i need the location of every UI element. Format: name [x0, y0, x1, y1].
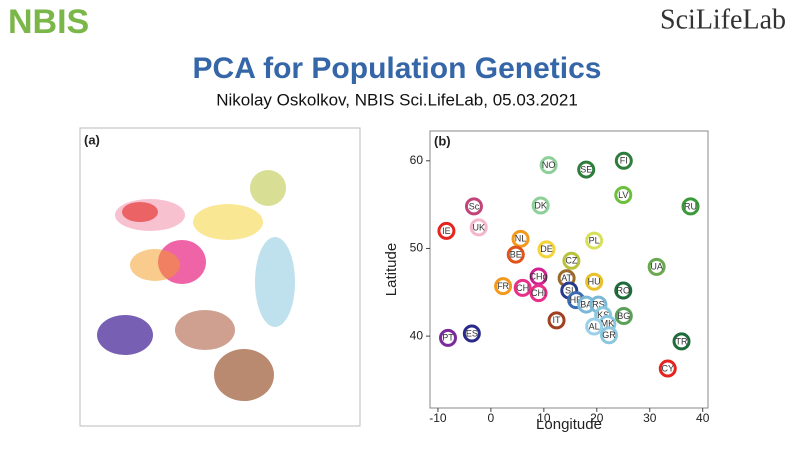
- population-point: [529, 284, 548, 303]
- population-label: IE: [442, 226, 451, 236]
- population-label: AL: [589, 321, 600, 331]
- population-label: PT: [442, 333, 454, 343]
- population-label: PL: [589, 235, 600, 245]
- nbis-logo: NBIS: [8, 3, 89, 41]
- population-label: TR: [676, 336, 688, 346]
- population-point: [614, 151, 633, 170]
- population-point: [585, 231, 604, 250]
- population-point: [494, 277, 513, 296]
- population-label: UA: [650, 262, 663, 272]
- population-point: [577, 160, 596, 179]
- population-label: GR: [602, 330, 616, 340]
- population-point: [511, 229, 530, 248]
- panel-label: (a): [84, 132, 100, 147]
- population-label: LV: [618, 190, 628, 200]
- population-point: [537, 240, 556, 259]
- population-label: SE: [580, 164, 592, 174]
- population-point: [614, 185, 633, 204]
- population-point: [506, 245, 525, 264]
- x-tick-label: 10: [537, 411, 551, 425]
- population-point: [437, 221, 456, 240]
- population-point: [513, 278, 532, 297]
- cluster: [255, 237, 295, 327]
- population-point: [658, 359, 677, 378]
- x-tick-label: 40: [696, 411, 710, 425]
- population-label: FR: [497, 281, 509, 291]
- population-point: [462, 324, 481, 343]
- population-point: [599, 326, 618, 345]
- population-label: BG: [617, 311, 630, 321]
- population-label: BA: [580, 299, 592, 309]
- population-label: DE: [540, 244, 553, 254]
- scilifelab-logo: SciLifeLab: [660, 4, 786, 35]
- population-point: [614, 281, 633, 300]
- population-point: [439, 328, 458, 347]
- population-label: UK: [472, 222, 485, 232]
- population-label: IT: [553, 315, 562, 325]
- y-axis-label: Latitude: [383, 243, 400, 296]
- population-point: [464, 197, 483, 216]
- y-tick-label: 50: [410, 241, 424, 255]
- population-label: FI: [620, 156, 628, 166]
- population-point: [647, 257, 666, 276]
- population-label: RU: [684, 201, 697, 211]
- x-axis-label: Longitude: [536, 416, 602, 433]
- cluster: [97, 315, 153, 355]
- x-tick-label: -10: [429, 411, 447, 425]
- population-point: [539, 156, 558, 175]
- population-label: KS: [597, 310, 609, 320]
- population-point: [681, 197, 700, 216]
- population-label: CHi: [531, 288, 546, 298]
- population-point: [614, 306, 633, 325]
- population-label: DK: [534, 200, 547, 210]
- population-point: [529, 267, 548, 286]
- population-point: [531, 196, 550, 215]
- x-tick-label: 20: [590, 411, 604, 425]
- population-label: MK: [601, 319, 615, 329]
- population-point: [547, 311, 566, 330]
- slide-subtitle: Nikolay Oskolkov, NBIS Sci.LifeLab, 05.0…: [216, 90, 578, 109]
- population-label: CHg: [530, 271, 548, 281]
- population-label: SI: [565, 285, 574, 295]
- panel-a: (a): [79, 127, 361, 427]
- population-label: NO: [542, 160, 556, 170]
- panel-label: (b): [434, 133, 451, 148]
- cluster: [250, 170, 286, 206]
- x-tick-label: 0: [488, 411, 495, 425]
- population-point: [469, 218, 488, 237]
- cluster: [193, 204, 263, 240]
- slide-title: PCA for Population Genetics: [193, 52, 602, 85]
- population-label: RS: [592, 299, 605, 309]
- cluster: [175, 310, 235, 350]
- population-label: ES: [466, 328, 478, 338]
- population-label: AT: [561, 273, 572, 283]
- population-point: [585, 317, 604, 336]
- population-label: Sc: [469, 201, 480, 211]
- cluster: [214, 349, 274, 401]
- population-label: RO: [617, 285, 631, 295]
- population-point: [672, 332, 691, 351]
- population-label: HR: [570, 295, 583, 305]
- x-tick-label: 30: [643, 411, 657, 425]
- population-point: [585, 272, 604, 291]
- population-label: CZ: [565, 256, 577, 266]
- population-label: CY: [661, 363, 674, 373]
- y-tick-label: 40: [410, 328, 424, 342]
- population-label: HU: [588, 277, 601, 287]
- cluster: [122, 202, 158, 222]
- y-tick-label: 60: [410, 153, 424, 167]
- population-label: BE: [510, 249, 522, 259]
- cluster: [130, 249, 180, 281]
- population-label: CH: [516, 283, 529, 293]
- population-label: NL: [515, 234, 527, 244]
- population-point: [562, 251, 581, 270]
